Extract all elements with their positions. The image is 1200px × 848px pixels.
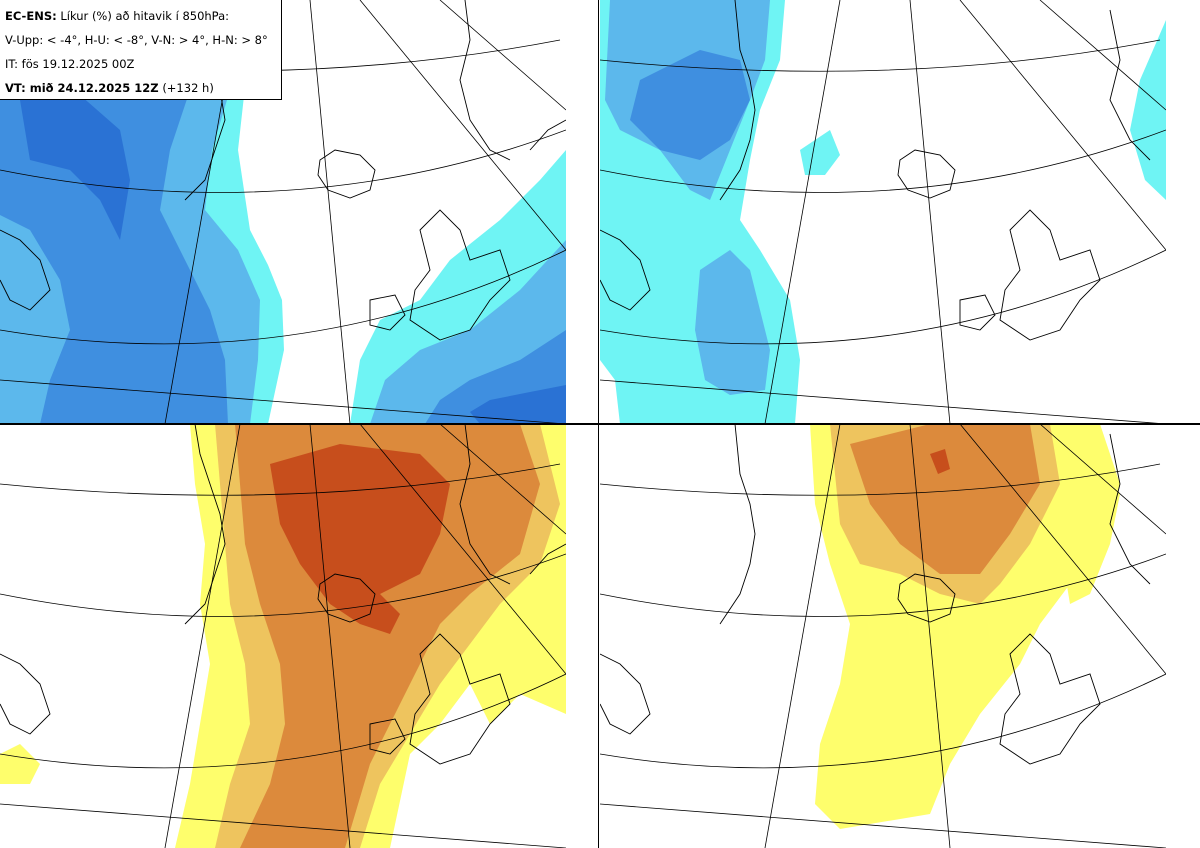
prob-area-5-east bbox=[1130, 20, 1166, 200]
probability-map-warm-8 bbox=[600, 424, 1166, 848]
graticule bbox=[0, 424, 566, 848]
coastlines bbox=[0, 0, 566, 341]
model-name: EC-ENS: bbox=[5, 9, 57, 23]
graticule bbox=[0, 0, 566, 424]
probability-map-warm-4 bbox=[0, 424, 566, 848]
panel-warm-plus4: 1009565355 bbox=[0, 424, 566, 848]
panel-cold-minus8: 1009565355 bbox=[600, 0, 1166, 424]
prob-area-95 bbox=[270, 444, 450, 634]
coastlines bbox=[600, 424, 1151, 765]
probability-map-cold-4 bbox=[0, 0, 566, 424]
graticule bbox=[600, 0, 1166, 424]
panel-divider-horizontal bbox=[0, 423, 1200, 425]
valid-time: VT: mið 24.12.2025 12Z bbox=[5, 81, 159, 95]
prob-area-65 bbox=[850, 424, 1040, 574]
prob-area-5-east bbox=[1060, 454, 1120, 604]
thresholds: V-Upp: < -4°, H-U: < -8°, V-N: > 4°, H-N… bbox=[5, 33, 268, 47]
prob-area-95-east bbox=[470, 385, 566, 424]
coastlines bbox=[600, 0, 1151, 341]
probability-map-cold-8 bbox=[600, 0, 1166, 424]
panel-divider-vertical bbox=[598, 0, 599, 848]
valid-time-line: VT: mið 24.12.2025 12Z (+132 h) bbox=[5, 76, 276, 100]
prob-area-95 bbox=[930, 449, 950, 474]
prob-area-5-island bbox=[800, 130, 840, 175]
prob-area-95 bbox=[20, 95, 130, 240]
prob-area-35-south bbox=[695, 250, 770, 395]
info-title-line: EC-ENS: Líkur (%) að hitavik í 850hPa: bbox=[5, 4, 276, 28]
lead-time: (+132 h) bbox=[162, 81, 214, 95]
graticule bbox=[600, 424, 1166, 848]
info-box: EC-ENS: Líkur (%) að hitavik í 850hPa: V… bbox=[0, 0, 282, 100]
panel-warm-plus8: 1009565355 bbox=[600, 424, 1166, 848]
panel-cold-minus4: 1009565355 bbox=[0, 0, 566, 424]
coastlines bbox=[0, 424, 566, 765]
prob-area-5-west bbox=[0, 744, 40, 784]
init-time: IT: fös 19.12.2025 00Z bbox=[5, 57, 135, 71]
map-title: Líkur (%) að hitavik í 850hPa: bbox=[60, 9, 230, 23]
prob-area-65 bbox=[630, 50, 750, 160]
